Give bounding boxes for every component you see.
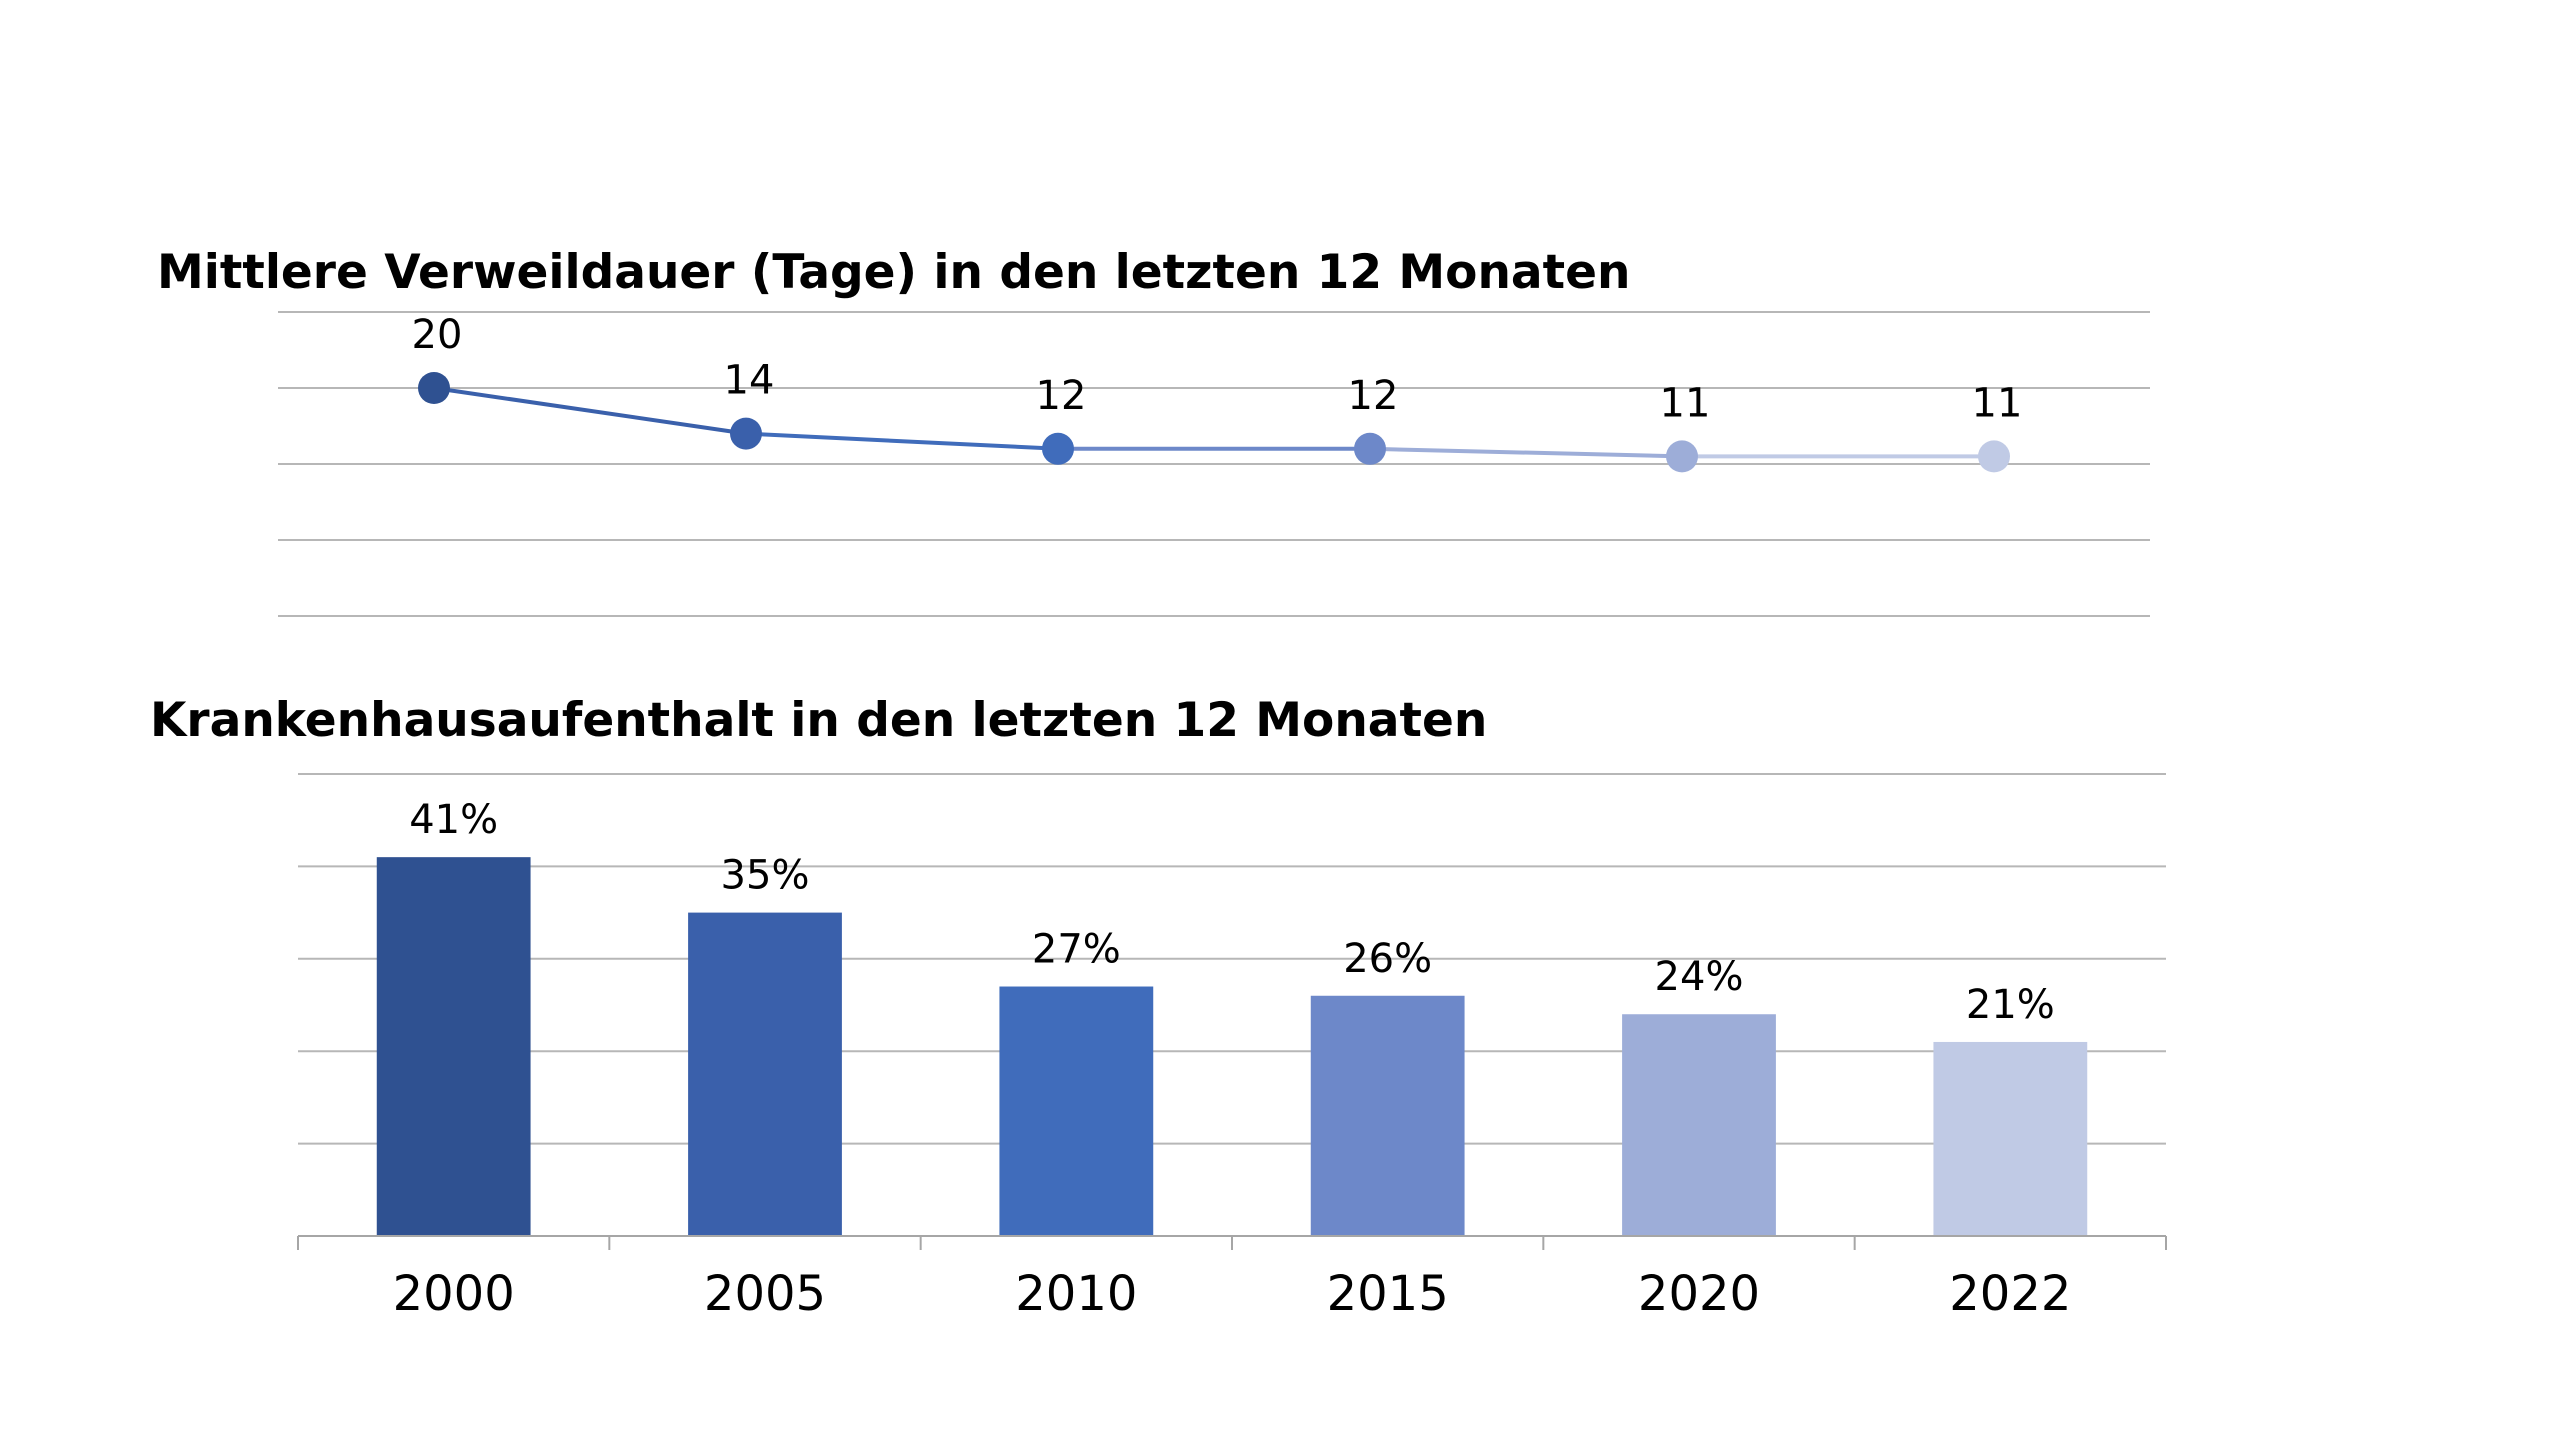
x-tick-label: 2015 xyxy=(1327,1266,1449,1322)
x-tick-label: 2010 xyxy=(1015,1266,1137,1322)
line-series xyxy=(433,386,1994,459)
line-segment xyxy=(745,431,1059,451)
line-point-2015 xyxy=(1354,432,1386,465)
bar-2015 xyxy=(1310,995,1465,1236)
line-point-2022 xyxy=(1978,440,2010,473)
x-tick-label: 2020 xyxy=(1638,1266,1760,1322)
bar-2022 xyxy=(1933,1041,2088,1236)
bar-data-label: 27% xyxy=(1032,927,1121,973)
line-data-label: 11 xyxy=(1972,380,2023,426)
line-point-2005 xyxy=(730,417,762,450)
line-point-2010 xyxy=(1042,432,1074,465)
line-data-label: 20 xyxy=(412,312,463,358)
bar-data-label: 41% xyxy=(409,797,498,843)
bar-2005 xyxy=(688,912,842,1236)
bar-chart: Krankenhausaufenthalt in den letzten 12 … xyxy=(150,693,2167,1322)
x-axis xyxy=(297,1235,2167,1250)
bars xyxy=(376,857,2088,1236)
line-chart-title: Mittlere Verweildauer (Tage) in den letz… xyxy=(157,245,1630,300)
x-axis-tick-labels: 2000 2005 2010 2015 2020 2022 xyxy=(393,1266,2072,1322)
line-data-label: 11 xyxy=(1660,380,1711,426)
line-segment xyxy=(433,386,747,436)
line-point-2020 xyxy=(1666,440,1698,473)
bar-data-label: 21% xyxy=(1966,982,2055,1028)
bar-data-label: 24% xyxy=(1655,954,1744,1000)
line-data-labels: 20 14 12 12 11 11 xyxy=(412,312,2023,426)
bar-2020 xyxy=(1622,1014,1776,1236)
line-segment xyxy=(1369,446,1683,459)
x-tick-label: 2000 xyxy=(393,1266,515,1322)
line-data-label: 14 xyxy=(724,358,775,404)
x-tick-label: 2005 xyxy=(704,1266,826,1322)
line-data-label: 12 xyxy=(1036,373,1087,419)
bar-2000 xyxy=(376,857,531,1236)
bar-2010 xyxy=(999,986,1154,1236)
x-tick-label: 2022 xyxy=(1949,1266,2071,1322)
bar-data-label: 26% xyxy=(1343,936,1432,982)
bar-chart-gridlines xyxy=(298,773,2166,1145)
bar-data-label: 35% xyxy=(721,853,810,899)
bar-data-labels: 41% 35% 27% 26% 24% 21% xyxy=(409,797,2055,1028)
bar-chart-title: Krankenhausaufenthalt in den letzten 12 … xyxy=(150,693,1487,748)
line-chart: Mittlere Verweildauer (Tage) in den letz… xyxy=(157,245,2150,617)
line-points xyxy=(418,372,2010,473)
line-point-2000 xyxy=(418,372,450,404)
line-chart-gridlines xyxy=(278,311,2150,617)
line-data-label: 12 xyxy=(1348,373,1399,419)
